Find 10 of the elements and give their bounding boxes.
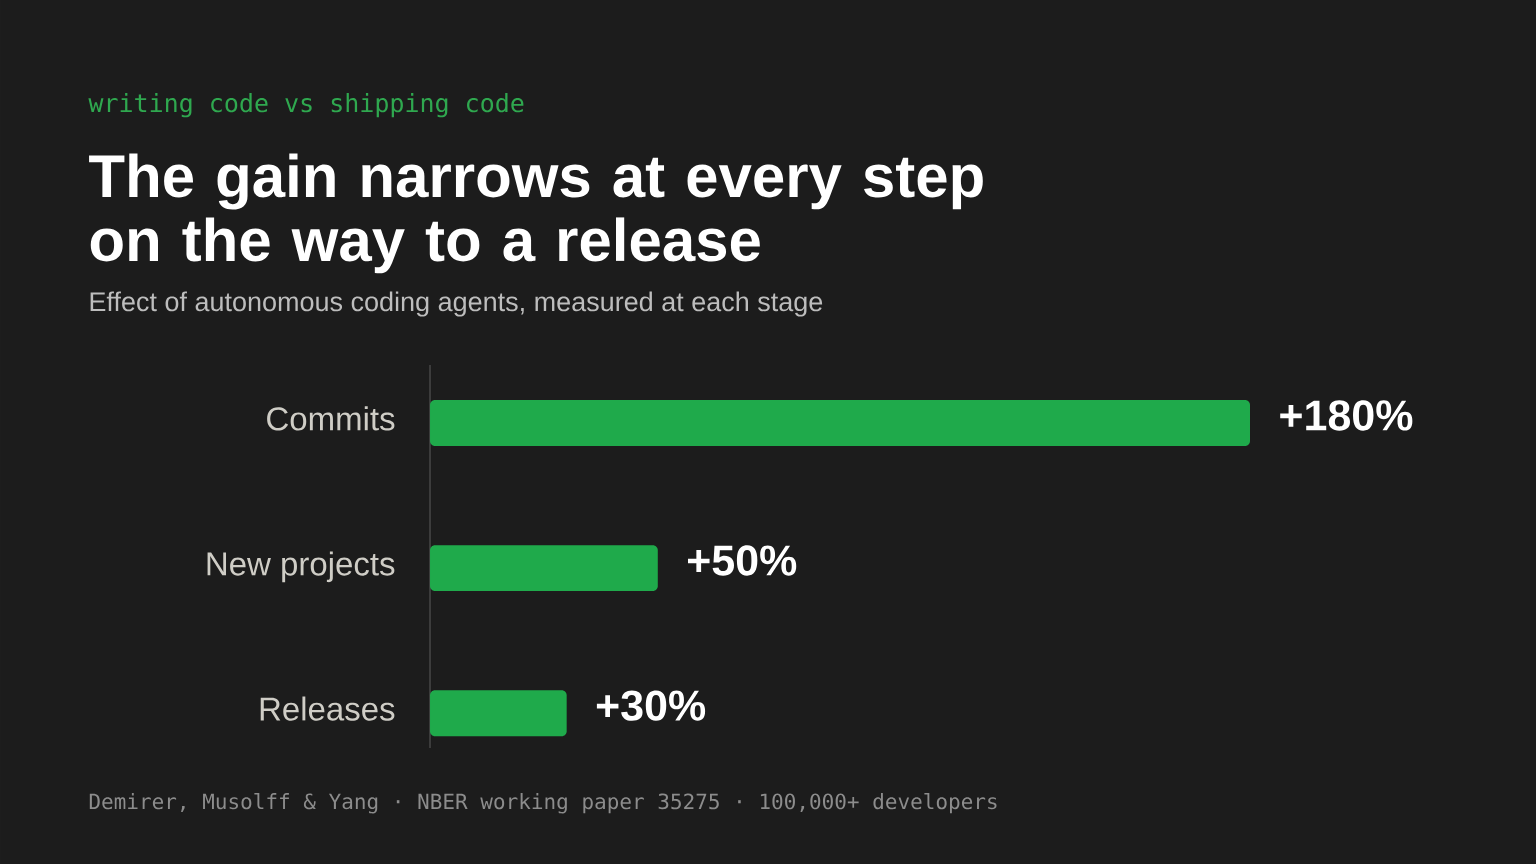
data-label: +50% — [688, 545, 797, 576]
y-tick-label: New projects — [207, 551, 395, 583]
chart-title: The gain narrows at every step on the way to a release — [89, 153, 983, 274]
chart-subtitle: Effect of autonomous coding agents, measured at each stage — [90, 291, 823, 317]
data-label: +30% — [596, 690, 706, 721]
text: writing code vs shipping code — [88, 93, 524, 118]
y-tick-label: Releases — [260, 696, 395, 721]
y-tick-label: Commits — [267, 406, 395, 431]
data-label: +180% — [1280, 400, 1413, 431]
text: Demirer, Musolff & Yang · NBER working paper 35275 · 100,000+ developers — [89, 792, 997, 814]
